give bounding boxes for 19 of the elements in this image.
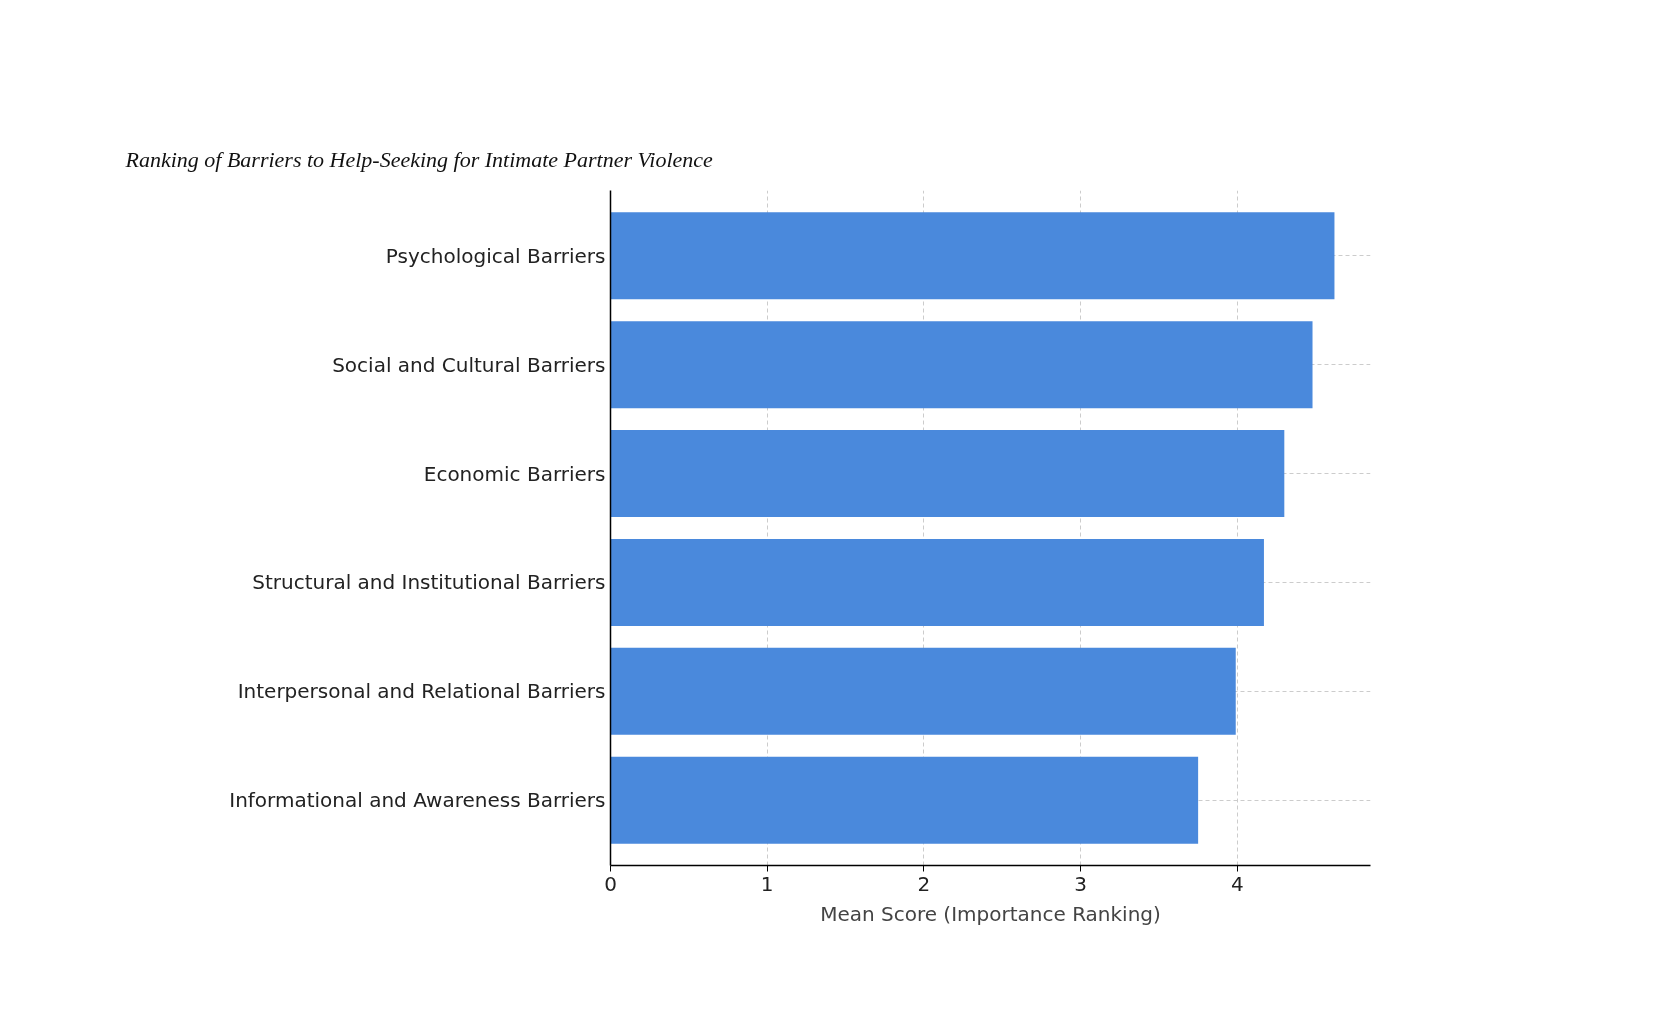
y-tick-label: Interpersonal and Relational Barriers xyxy=(237,679,606,704)
bar xyxy=(610,430,1285,518)
bar xyxy=(610,321,1313,409)
text: Ranking of Barriers to Help-Seeking for Intimate Partner Violence xyxy=(124,146,714,172)
bar xyxy=(610,538,1264,626)
bar xyxy=(610,756,1199,844)
x-tick-label: 2 xyxy=(917,871,931,896)
x-tick-label: 1 xyxy=(760,871,774,896)
y-tick-label: Social and Cultural Barriers xyxy=(332,352,606,377)
y-tick-label: Structural and Institutional Barriers xyxy=(252,570,606,595)
bar xyxy=(610,212,1335,300)
y-tick-label: Informational and Awareness Barriers xyxy=(229,788,606,813)
bar xyxy=(610,647,1236,735)
y-tick-label: Economic Barriers xyxy=(423,461,606,486)
x-tick-label: 3 xyxy=(1074,871,1087,896)
x-tick-label: 4 xyxy=(1230,871,1244,896)
x-tick-label: 0 xyxy=(604,871,617,896)
y-tick-label: Psychological Barriers xyxy=(385,243,606,268)
x-axis-title: Mean Score (Importance Ranking) xyxy=(820,901,1161,926)
